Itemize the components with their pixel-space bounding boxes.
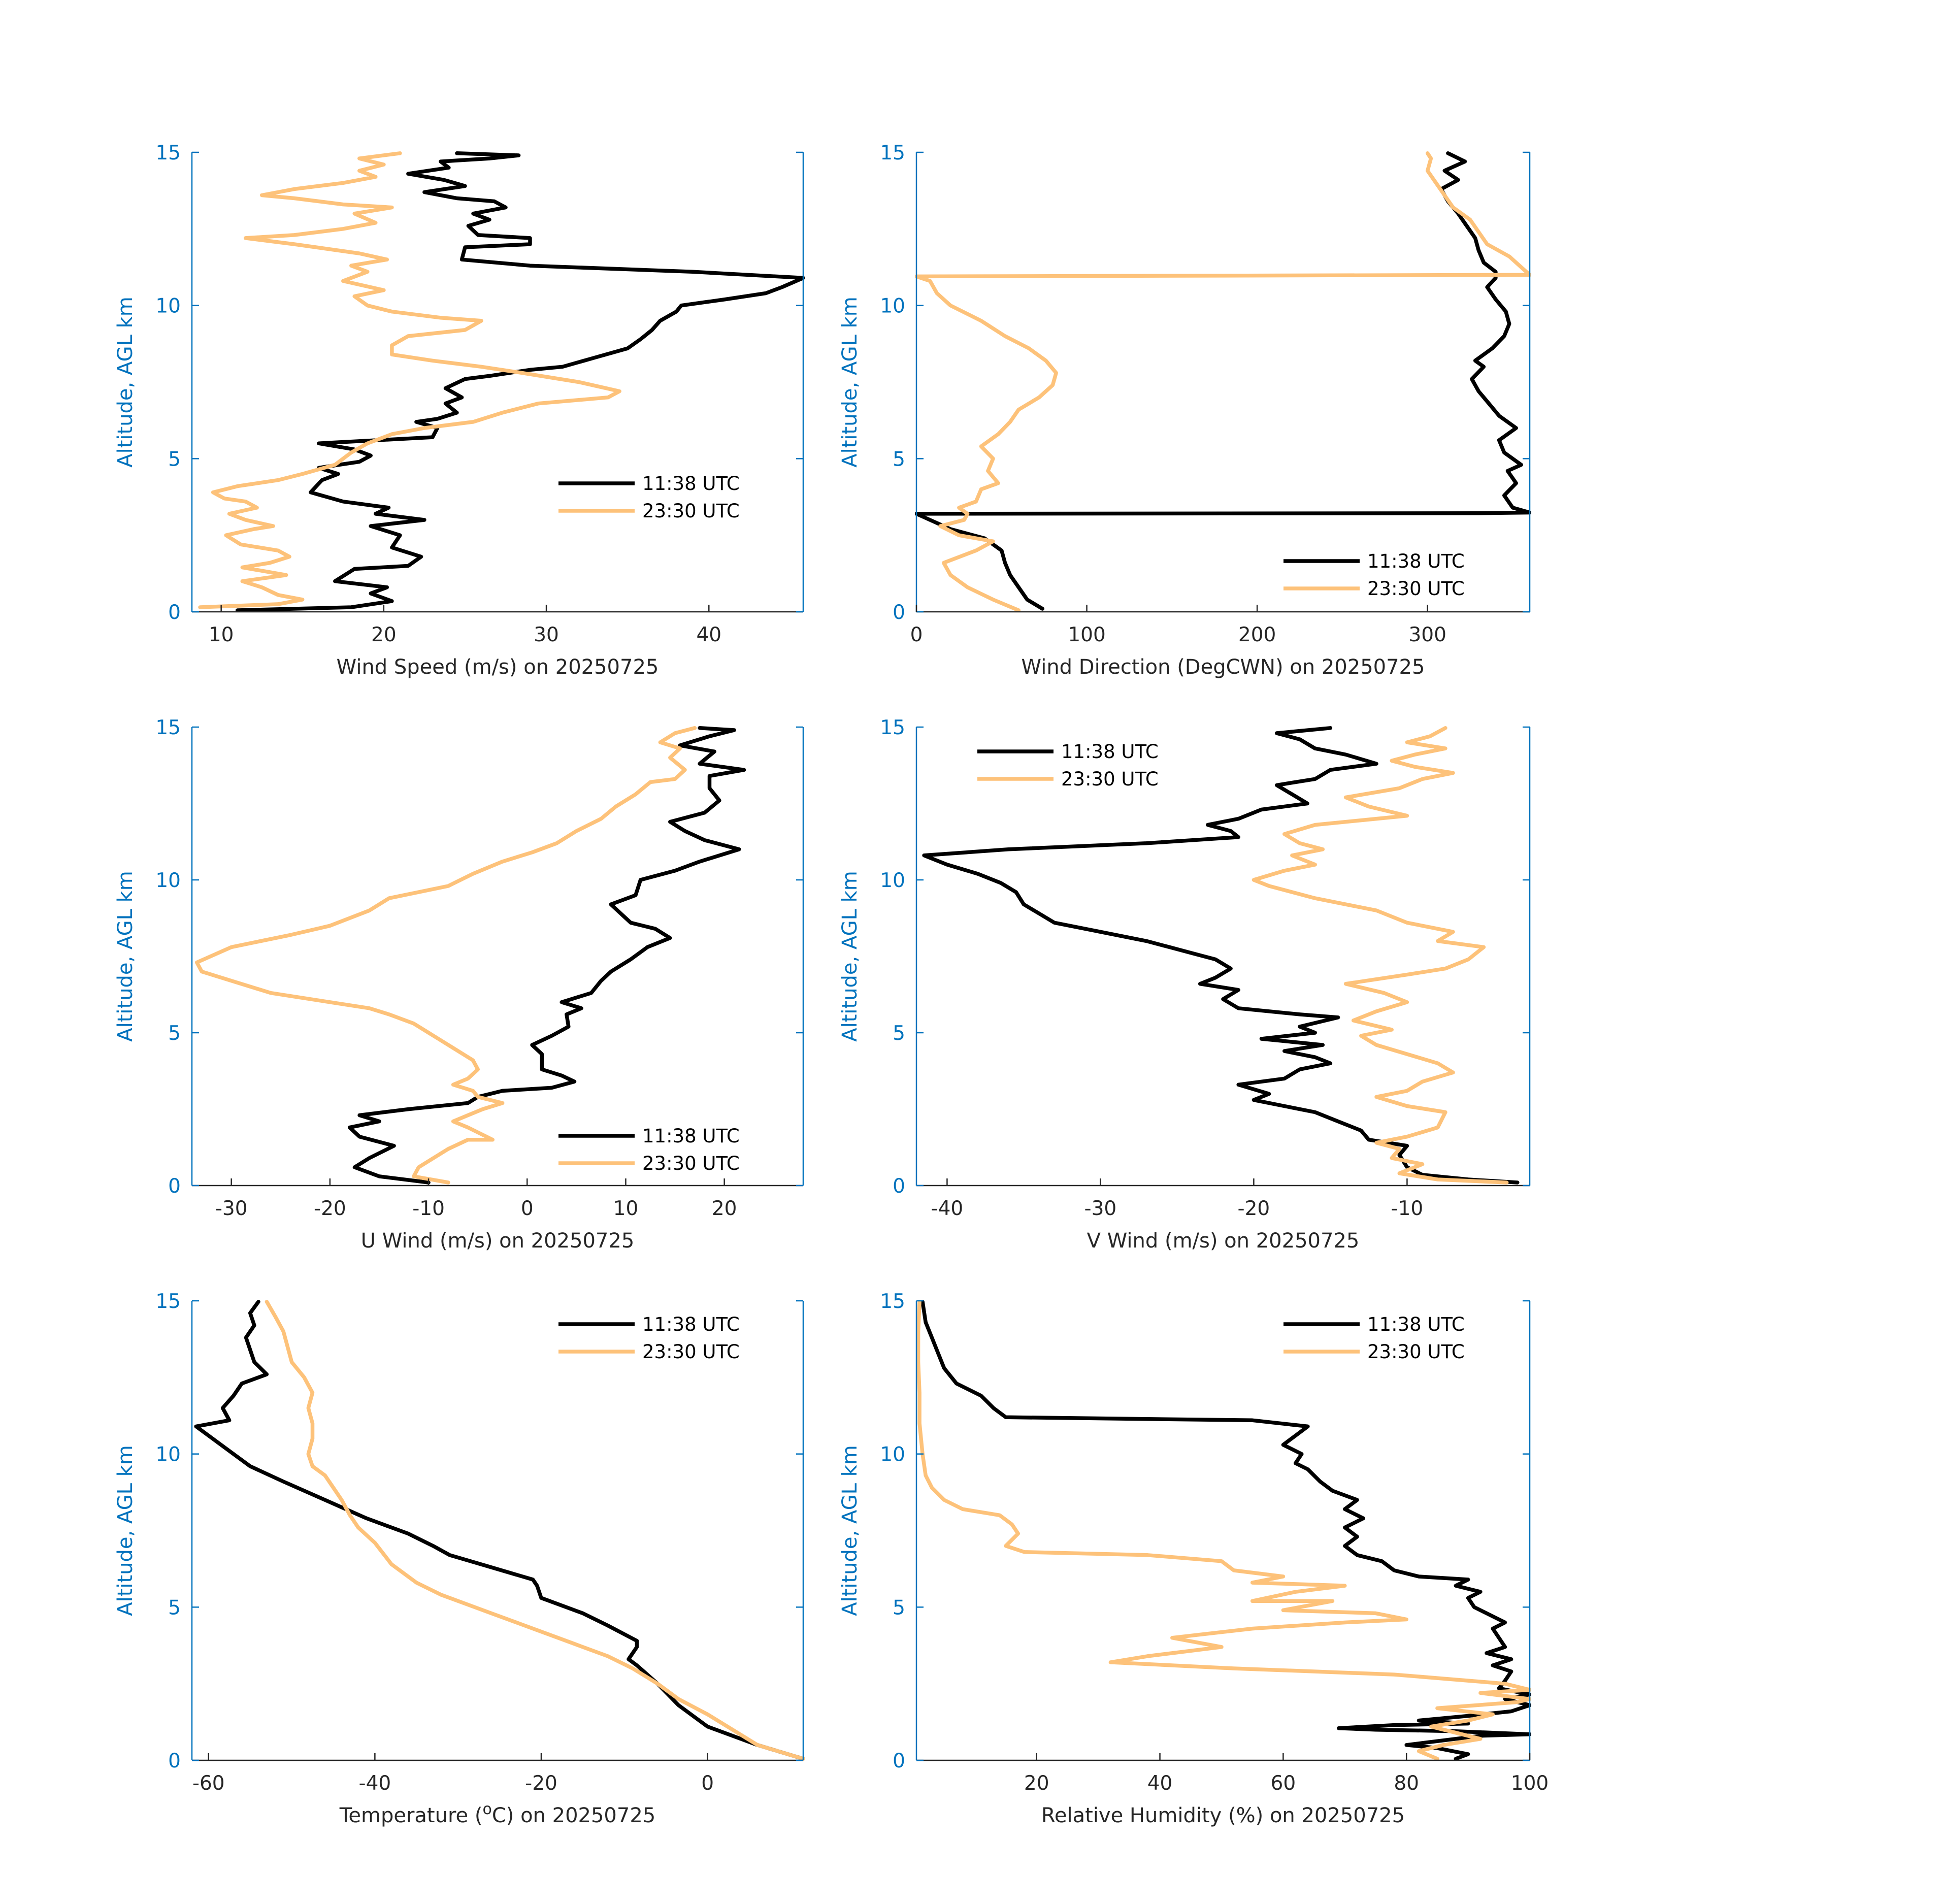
- relative-humidity-y-tick-label: 0: [893, 1750, 905, 1772]
- temperature-x-tick-label: -60: [192, 1772, 225, 1795]
- temperature-y-tick-label: 10: [155, 1443, 181, 1466]
- relative-humidity-x-tick-label: 60: [1271, 1772, 1296, 1795]
- u-wind-series-1138: [347, 726, 746, 1185]
- temperature-x-tick-label: 0: [701, 1772, 714, 1795]
- relative-humidity-x-tick-label: 100: [1511, 1772, 1549, 1795]
- wind-speed-series-1138: [235, 151, 805, 612]
- wind-speed-series-2330: [198, 151, 621, 609]
- wind-direction-panel: 0 5 10 15 0 100 200 300 Altitude, AGL km Wind Dir…: [838, 142, 1531, 679]
- u-wind-x-tick-label: -30: [215, 1197, 248, 1220]
- v-wind-x-label: V Wind (m/s) on 20250725: [1087, 1229, 1360, 1253]
- v-wind-y-tick-label: 10: [880, 869, 905, 892]
- v-wind-y-label: Altitude, AGL km: [838, 871, 862, 1042]
- relative-humidity-series-2330: [916, 1300, 1531, 1761]
- v-wind-series-2330: [1252, 726, 1509, 1185]
- u-wind-y-label: Altitude, AGL km: [114, 871, 137, 1042]
- relative-humidity-y-tick-label: 5: [893, 1596, 905, 1619]
- u-wind-legend-label: 23:30 UTC: [642, 1153, 740, 1174]
- relative-humidity-legend-label: 11:38 UTC: [1367, 1314, 1465, 1335]
- temperature-y-label: Altitude, AGL km: [114, 1445, 137, 1616]
- wind-direction-y-label: Altitude, AGL km: [838, 297, 862, 468]
- v-wind-series-1138: [922, 726, 1520, 1185]
- wind-direction-y-tick-label: 0: [893, 601, 905, 624]
- wind-direction-x-tick-label: 200: [1238, 623, 1276, 646]
- relative-humidity-x-tick-label: 40: [1147, 1772, 1173, 1795]
- u-wind-x-label: U Wind (m/s) on 20250725: [361, 1229, 635, 1253]
- u-wind-x-tick-label: -10: [412, 1197, 445, 1220]
- temperature-x-tick-label: -40: [359, 1772, 391, 1795]
- wind-speed-x-label: Wind Speed (m/s) on 20250725: [337, 655, 659, 679]
- wind-speed-y-tick-label: 10: [155, 295, 181, 318]
- v-wind-x-tick-label: -30: [1084, 1197, 1117, 1220]
- relative-humidity-x-tick-label: 80: [1394, 1772, 1419, 1795]
- wind-direction-y-tick-label: 10: [880, 295, 905, 318]
- v-wind-x-tick-label: -10: [1391, 1197, 1424, 1220]
- wind-speed-x-tick-label: 40: [696, 623, 721, 646]
- v-wind-legend-label: 23:30 UTC: [1061, 768, 1159, 790]
- relative-humidity-y-tick-label: 10: [880, 1443, 905, 1466]
- u-wind-x-tick-label: -20: [314, 1197, 346, 1220]
- relative-humidity-y-label: Altitude, AGL km: [838, 1445, 862, 1616]
- u-wind-x-tick-label: 10: [613, 1197, 639, 1220]
- wind-direction-legend-label: 23:30 UTC: [1367, 578, 1465, 600]
- wind-direction-x-tick-label: 100: [1068, 623, 1105, 646]
- relative-humidity-legend-label: 23:30 UTC: [1367, 1341, 1465, 1363]
- wind-speed-y-tick-label: 5: [168, 448, 181, 471]
- v-wind-legend-label: 11:38 UTC: [1061, 741, 1159, 763]
- u-wind-x-tick-label: 20: [712, 1197, 737, 1220]
- temperature-panel: 0 5 10 15 -60 -40 -20 0 Altitude, AGL km Temperat…: [114, 1290, 805, 1827]
- v-wind-y-tick-label: 0: [893, 1175, 905, 1198]
- u-wind-legend-label: 11:38 UTC: [642, 1125, 740, 1147]
- wind-speed-y-tick-label: 0: [168, 601, 181, 624]
- temperature-series-1138: [194, 1300, 805, 1761]
- wind-speed-x-tick-label: 20: [371, 623, 397, 646]
- v-wind-y-tick-label: 15: [880, 716, 905, 739]
- wind-direction-x-label: Wind Direction (DegCWN) on 20250725: [1022, 655, 1425, 679]
- v-wind-panel: 0 5 10 15 -40 -30 -20 -10 Altitude, AGL km V Wind…: [838, 716, 1531, 1253]
- u-wind-y-tick-label: 5: [168, 1022, 181, 1045]
- relative-humidity-y-tick-label: 15: [880, 1290, 905, 1313]
- temperature-y-tick-label: 0: [168, 1750, 181, 1772]
- u-wind-panel: 0 5 10 15 -30 -20 -10 0 10 20 Altitude, AGL km U Wi…: [114, 716, 804, 1253]
- wind-speed-x-tick-label: 30: [534, 623, 559, 646]
- wind-speed-legend-label: 23:30 UTC: [642, 500, 740, 522]
- wind-direction-legend-label: 11:38 UTC: [1367, 550, 1465, 572]
- u-wind-y-tick-label: 10: [155, 869, 181, 892]
- relative-humidity-x-tick-label: 20: [1024, 1772, 1049, 1795]
- wind-speed-x-tick-label: 10: [209, 623, 234, 646]
- u-wind-x-tick-label: 0: [521, 1197, 534, 1220]
- wind-speed-y-label: Altitude, AGL km: [114, 297, 137, 468]
- relative-humidity-x-label: Relative Humidity (%) on 20250725: [1041, 1804, 1405, 1827]
- wind-direction-x-tick-label: 0: [910, 623, 923, 646]
- v-wind-x-tick-label: -20: [1238, 1197, 1270, 1220]
- wind-direction-y-tick-label: 15: [880, 142, 905, 165]
- temperature-y-tick-label: 15: [155, 1290, 181, 1313]
- wind-direction-y-tick-label: 5: [893, 448, 905, 471]
- temperature-x-tick-label: -20: [525, 1772, 557, 1795]
- wind-speed-panel: 0 5 10 15 10 20 30 40 Altitude, AGL km Wind Speed…: [114, 142, 805, 679]
- wind-direction-series-2330: [915, 151, 1531, 612]
- temperature-y-tick-label: 5: [168, 1596, 181, 1619]
- v-wind-x-tick-label: -40: [931, 1197, 964, 1220]
- relative-humidity-panel: 0 5 10 15 20 40 60 80 100 Altitude, AGL km Relativ…: [838, 1290, 1549, 1827]
- temperature-x-label: Temperature (oC) on 20250725: [339, 1800, 655, 1827]
- relative-humidity-series-1138: [920, 1300, 1531, 1761]
- wind-speed-y-tick-label: 15: [155, 142, 181, 165]
- temperature-legend-label: 11:38 UTC: [642, 1314, 740, 1335]
- wind-direction-series-1138: [915, 151, 1531, 611]
- v-wind-y-tick-label: 5: [893, 1022, 905, 1045]
- wind-speed-legend-label: 11:38 UTC: [642, 473, 740, 495]
- temperature-series-2330: [265, 1300, 805, 1761]
- u-wind-y-tick-label: 15: [155, 716, 181, 739]
- wind-direction-x-tick-label: 300: [1408, 623, 1446, 646]
- temperature-legend-label: 23:30 UTC: [642, 1341, 740, 1363]
- u-wind-y-tick-label: 0: [168, 1175, 181, 1198]
- u-wind-series-2330: [194, 726, 697, 1185]
